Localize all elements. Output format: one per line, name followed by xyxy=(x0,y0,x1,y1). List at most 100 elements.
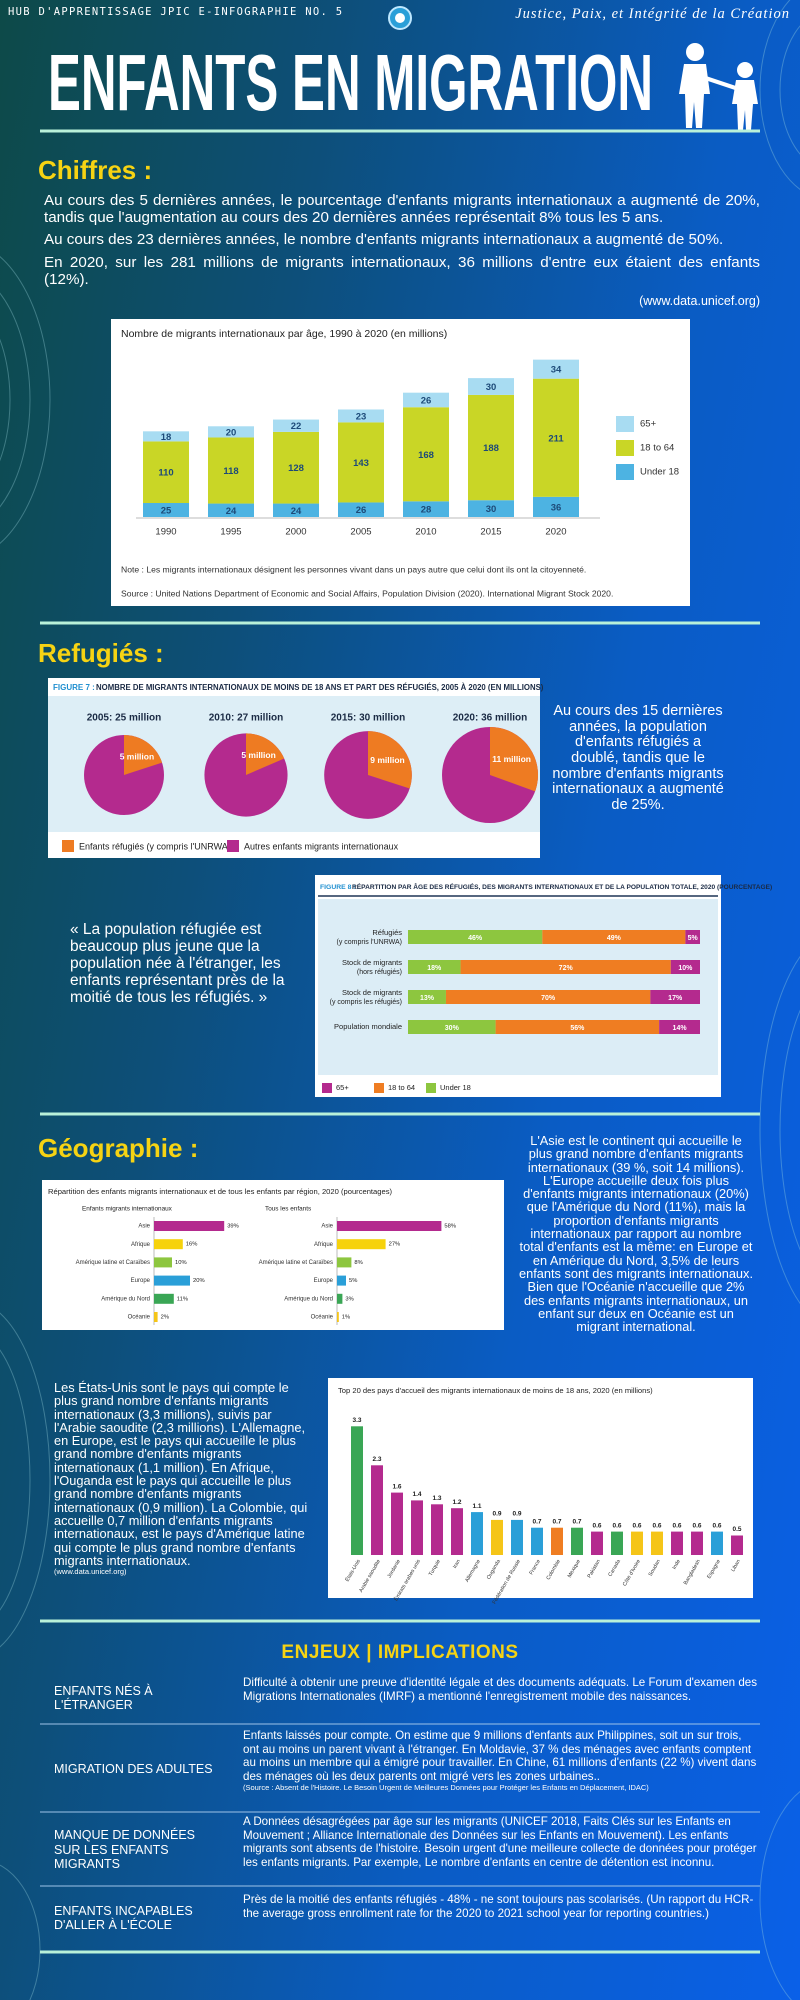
chart-box xyxy=(328,1378,753,1598)
row-text: Difficulté à obtenir une preuve d'identi… xyxy=(243,1676,758,1703)
value-label: 0.9 xyxy=(492,1511,501,1518)
pie-slice xyxy=(124,735,163,775)
row-source: (Source : Absent de l'Histoire. Le Besoi… xyxy=(243,1782,649,1792)
legend-swatch xyxy=(374,1083,384,1093)
figure-title: RÉPARTITION PAR ÂGE DES RÉFUGIÉS, DES MI… xyxy=(352,882,772,891)
bar-segment xyxy=(273,419,319,432)
paragraph: En 2020, sur les 281 millions de migrant… xyxy=(44,253,760,288)
row-text: A Données désagrégées par âge sur les mi… xyxy=(243,1815,757,1870)
table-heading: ENJEUX | IMPLICATIONS xyxy=(281,1642,519,1663)
logo xyxy=(388,6,412,30)
value-label: 2.3 xyxy=(372,1456,381,1463)
value-label: 0.6 xyxy=(652,1522,661,1529)
geography-text: L'Asie est le continent qui accueille le… xyxy=(518,1133,754,1335)
value-label: 49% xyxy=(607,935,622,942)
legend-label: Enfants réfugiés (y compris l'UNRWA) xyxy=(79,841,231,851)
panel-title: Tous les enfants xyxy=(265,1206,311,1213)
value-label: 46% xyxy=(468,935,483,942)
category-label: Asie xyxy=(321,1224,333,1230)
x-tick-label: 1995 xyxy=(220,527,241,538)
value-label: 18% xyxy=(427,965,442,972)
chart-title: Top 20 des pays d'accueil des migrants i… xyxy=(338,1386,653,1395)
x-tick-label: 2000 xyxy=(285,527,306,538)
value-label: 168 xyxy=(418,450,434,461)
bar xyxy=(611,1531,623,1555)
value-label: 26 xyxy=(421,395,432,406)
value-label: 30 xyxy=(486,504,497,515)
value-label: 10% xyxy=(175,1260,187,1266)
x-tick-label: 2020 xyxy=(545,527,566,538)
bar-segment xyxy=(685,930,700,944)
value-label: 24 xyxy=(291,506,302,517)
bar xyxy=(591,1531,603,1555)
legend-swatch xyxy=(616,416,634,432)
bar xyxy=(154,1275,190,1286)
value-label: 16% xyxy=(186,1242,198,1248)
row-label: ENFANTS NÉS À L'ÉTRANGER xyxy=(54,1683,153,1712)
chart-title: Nombre de migrants internationaux par âg… xyxy=(121,328,447,340)
bar xyxy=(154,1221,225,1231)
value-label: 27% xyxy=(389,1242,401,1248)
legend-swatch xyxy=(616,440,634,456)
x-tick-label: 2015 xyxy=(480,527,501,538)
bar xyxy=(651,1531,663,1555)
pie-label: 11 million xyxy=(492,754,531,764)
bar-segment xyxy=(408,990,446,1004)
legend-label: Under 18 xyxy=(640,467,679,478)
bar-segment xyxy=(403,501,449,517)
section-heading: Refugiés : xyxy=(38,638,164,668)
bar-segment xyxy=(208,503,254,517)
legend-label: 65+ xyxy=(640,419,657,430)
figure-label: FIGURE 7 : xyxy=(53,683,95,692)
bar xyxy=(337,1239,386,1250)
value-label: 20 xyxy=(226,427,237,438)
legend-swatch xyxy=(426,1083,436,1093)
category-label: Amérique du Nord xyxy=(101,1296,150,1302)
bar xyxy=(511,1519,523,1555)
bar xyxy=(491,1519,503,1555)
bar-segment xyxy=(408,930,543,944)
bar xyxy=(471,1512,483,1555)
x-tick-label: Inde xyxy=(672,1559,682,1571)
bar xyxy=(711,1531,723,1555)
source: (www.data.unicef.org) xyxy=(54,1567,127,1577)
bar-segment xyxy=(403,392,449,408)
category-label: Stock de migrants xyxy=(342,988,402,997)
value-label: 0.7 xyxy=(532,1518,541,1525)
pie-label: 5 million xyxy=(120,751,154,761)
motto: Justice, Paix, et Intégrité de la Créati… xyxy=(515,6,790,22)
value-label: 211 xyxy=(548,433,564,444)
bar xyxy=(671,1531,683,1555)
bar-segment xyxy=(445,990,651,1004)
value-label: 0.6 xyxy=(692,1522,701,1529)
value-label: 5% xyxy=(349,1278,357,1284)
value-label: 30% xyxy=(445,1025,460,1032)
row-text: Enfants laissés pour compte. On estime q… xyxy=(243,1729,757,1784)
value-label: 1% xyxy=(342,1315,350,1321)
category-label: Amérique latine et Caraïbes xyxy=(259,1260,333,1266)
value-label: 118 xyxy=(223,466,238,477)
value-label: 0.6 xyxy=(592,1522,601,1529)
pie-label: 5 million xyxy=(241,750,275,760)
bar xyxy=(154,1312,158,1322)
legend-label: 18 to 64 xyxy=(388,1083,415,1092)
bar xyxy=(337,1257,352,1268)
bar-segment xyxy=(208,437,254,504)
dividers xyxy=(40,129,760,1954)
category-note: (y compris l'UNRWA) xyxy=(336,939,402,946)
value-label: 8% xyxy=(354,1260,362,1266)
bar-segment xyxy=(659,1020,700,1034)
value-label: 14% xyxy=(673,1025,688,1032)
value-label: 1.2 xyxy=(452,1499,461,1506)
bar xyxy=(154,1239,183,1250)
bar-segment xyxy=(650,990,700,1004)
row-text: Près de la moitié des enfants réfugiés -… xyxy=(243,1893,754,1920)
bar-segment xyxy=(533,378,579,497)
value-label: 2% xyxy=(161,1315,169,1321)
value-label: 18 xyxy=(161,432,172,443)
x-tick-label: Liban xyxy=(730,1559,742,1573)
value-label: 3% xyxy=(345,1296,353,1302)
category-label: Océanie xyxy=(311,1315,334,1321)
